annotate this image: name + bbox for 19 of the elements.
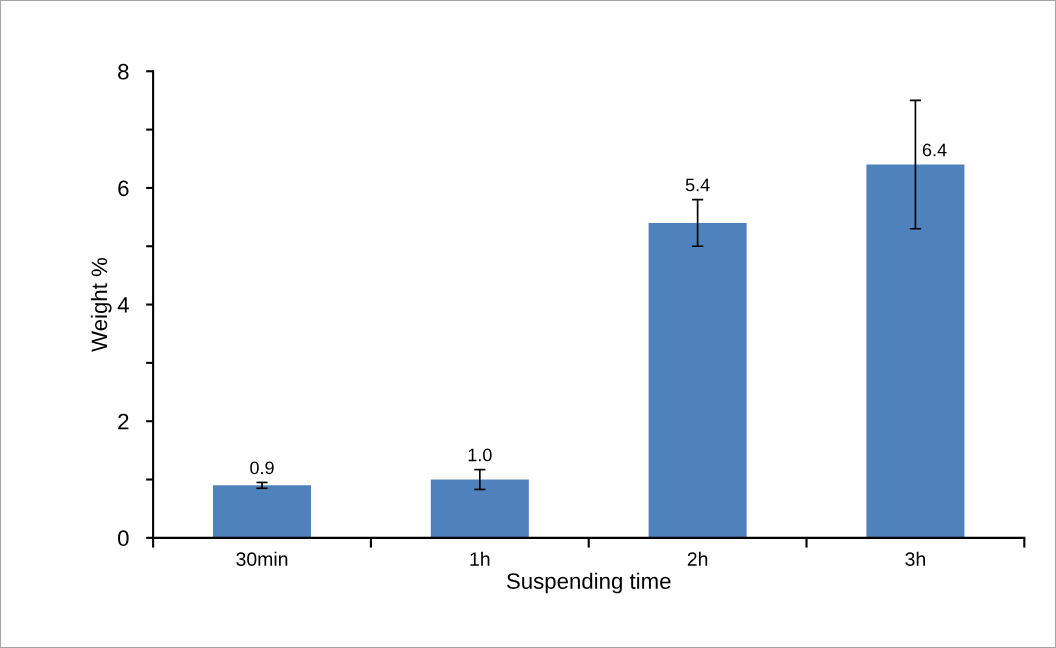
data-label: 6.4 [922, 143, 947, 157]
x-tick-label: 1h [470, 551, 490, 566]
x-tick-label: 30min [236, 551, 288, 567]
y-tick-label: 4 [117, 297, 129, 313]
bar [648, 222, 747, 538]
y-tick-label: 0 [118, 530, 129, 547]
x-axis-title: Suspending time [506, 572, 671, 594]
data-label: 1.0 [468, 448, 492, 462]
y-tick-label: 8 [118, 63, 129, 80]
y-tick-label: 2 [118, 413, 129, 430]
bar [213, 485, 312, 538]
x-tick-label: 3h [905, 551, 925, 567]
bar [866, 164, 965, 538]
bar [430, 479, 529, 538]
data-label: 0.9 [250, 461, 274, 475]
y-axis-title: Weight % [90, 258, 112, 352]
y-tick-label: 6 [118, 180, 129, 197]
data-label: 5.4 [685, 178, 710, 192]
x-tick-label: 2h [687, 551, 708, 566]
